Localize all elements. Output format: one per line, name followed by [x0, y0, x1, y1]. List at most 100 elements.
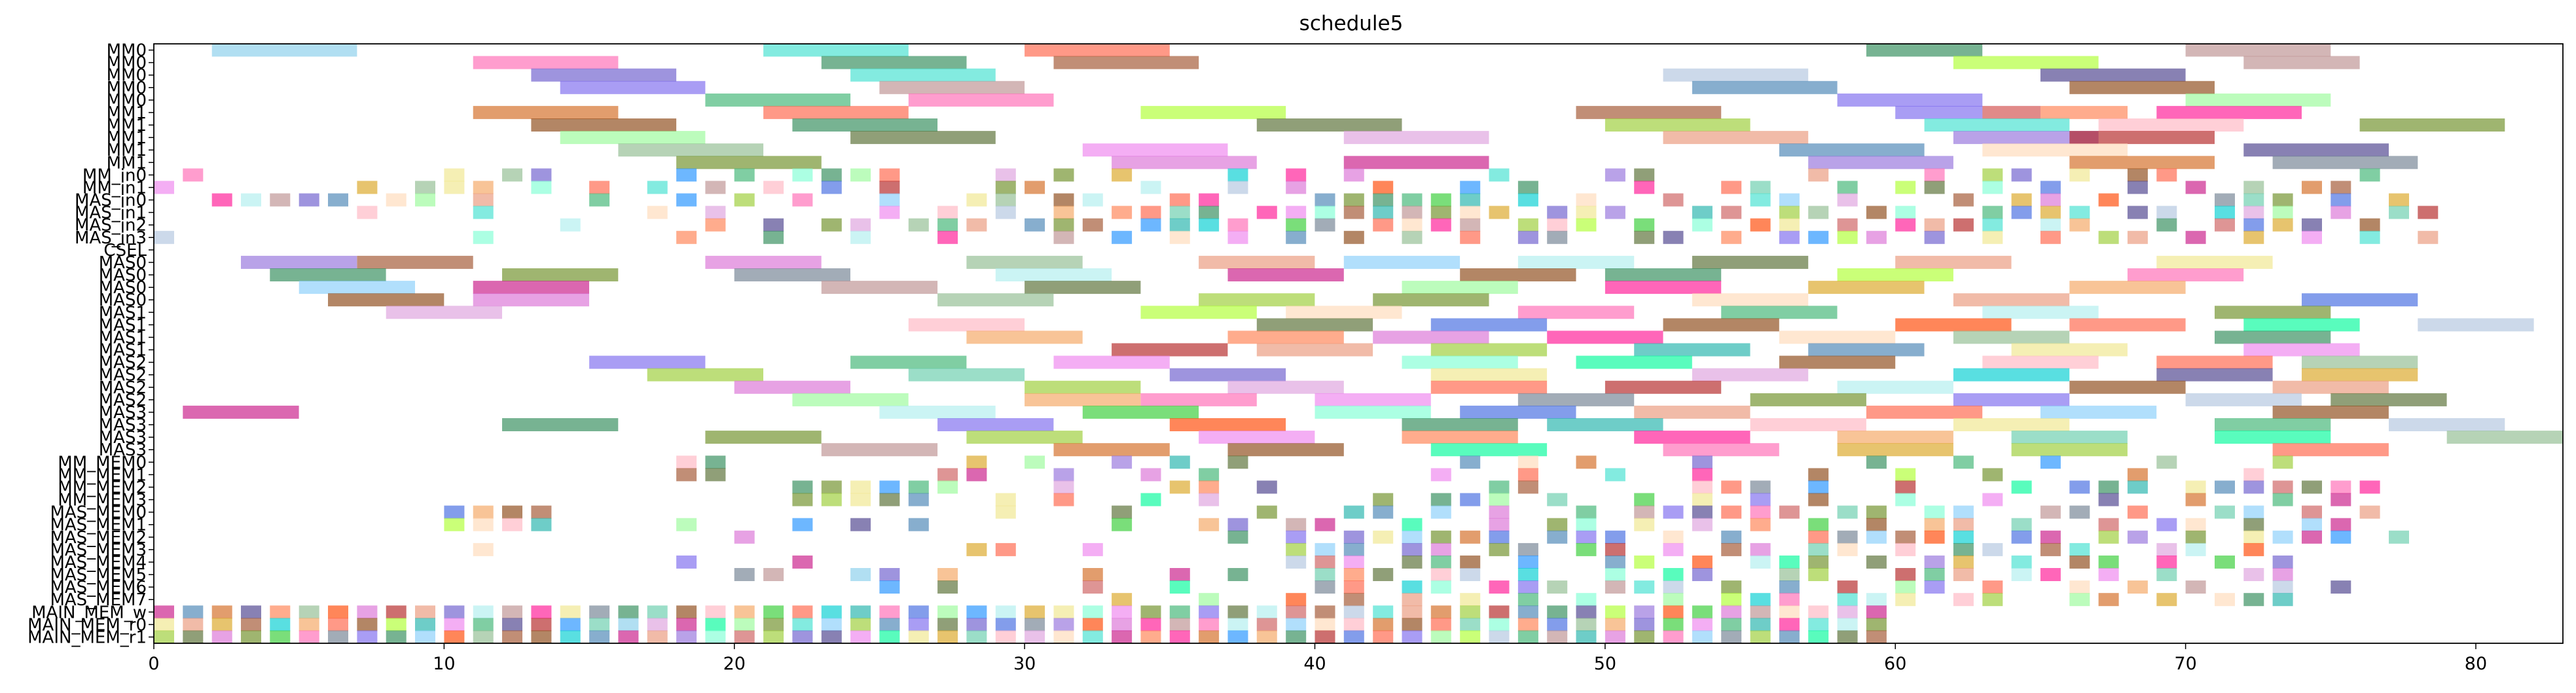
task-cell — [154, 630, 174, 644]
task-bar — [705, 255, 822, 269]
task-bar — [2215, 330, 2331, 344]
task-cell — [1489, 542, 1510, 556]
task-bar — [1779, 143, 1925, 157]
task-bar — [1169, 368, 1286, 382]
task-cell — [1343, 568, 1364, 581]
task-cell — [1199, 518, 1220, 531]
task-cell — [299, 193, 319, 207]
task-bar — [1373, 293, 1489, 307]
task-cell — [995, 168, 1016, 182]
task-cell — [647, 205, 668, 219]
task-cell — [2098, 530, 2119, 544]
task-cell — [1315, 555, 1335, 569]
task-cell — [1460, 230, 1481, 244]
x-tick-label: 40 — [1303, 654, 1326, 674]
task-cell — [2040, 505, 2061, 519]
task-cell — [2272, 480, 2293, 494]
task-cell — [589, 181, 610, 194]
task-cell — [1779, 568, 1800, 581]
task-cell — [1924, 505, 1945, 519]
task-cell — [270, 630, 291, 644]
task-cell — [1140, 205, 1161, 219]
task-bar — [1140, 393, 1257, 406]
task-cell — [1169, 568, 1190, 581]
task-bar — [1169, 418, 1286, 431]
task-cell — [270, 193, 291, 207]
task-cell — [879, 181, 900, 194]
task-cell — [1053, 193, 1074, 207]
task-cell — [2331, 480, 2351, 494]
task-cell — [444, 505, 465, 519]
task-bar — [1517, 306, 1635, 319]
y-tick-label: MAIN_MEM_r1 — [27, 628, 147, 647]
task-cell — [792, 193, 813, 207]
task-cell — [618, 630, 639, 644]
task-cell — [763, 568, 784, 581]
y-tick-label: MM_in0 — [82, 166, 147, 185]
task-cell — [1750, 218, 1771, 232]
task-bar — [211, 43, 357, 57]
task-cell — [2302, 505, 2322, 519]
task-cell — [444, 181, 465, 194]
task-cell — [2156, 542, 2177, 556]
task-cell — [966, 193, 987, 207]
task-cell — [1112, 168, 1133, 182]
task-cell — [937, 218, 958, 232]
task-cell — [1140, 493, 1161, 506]
task-cell — [1895, 593, 1916, 607]
task-cell — [2272, 580, 2293, 594]
task-cell — [1286, 168, 1307, 182]
task-bar — [618, 143, 764, 157]
task-cell — [1605, 630, 1625, 644]
task-cell — [1489, 530, 1510, 544]
task-cell — [473, 230, 494, 244]
task-cell — [1663, 618, 1684, 631]
task-cell — [444, 168, 465, 182]
task-cell — [1692, 555, 1713, 569]
task-cell — [1866, 230, 1887, 244]
task-cell — [2156, 168, 2177, 182]
task-bar — [2069, 380, 2186, 394]
task-bar — [1082, 405, 1199, 419]
task-cell — [705, 181, 726, 194]
task-cell — [560, 605, 581, 619]
task-cell — [1837, 605, 1858, 619]
task-cell — [560, 218, 581, 232]
task-bar — [879, 80, 1025, 94]
task-cell — [1895, 493, 1916, 506]
task-cell — [966, 218, 987, 232]
task-cell — [1315, 618, 1335, 631]
task-cell — [2011, 555, 2032, 569]
task-cell — [444, 518, 465, 531]
task-cell — [1634, 518, 1655, 531]
task-cell — [1343, 580, 1364, 594]
task-cell — [1663, 193, 1684, 207]
task-cell — [1256, 605, 1277, 619]
task-cell — [879, 205, 900, 219]
task-cell — [473, 630, 494, 644]
task-bar — [1112, 156, 1257, 169]
task-cell — [1402, 530, 1423, 544]
task-cell — [763, 618, 784, 631]
task-cell — [1982, 593, 2003, 607]
y-tick-label: MM0 — [107, 41, 147, 61]
task-cell — [473, 618, 494, 631]
task-cell — [734, 618, 755, 631]
y-tick-label: MM_MEM3 — [58, 491, 147, 510]
y-tick-label: MM_MEM2 — [58, 478, 147, 497]
task-cell — [1895, 480, 1916, 494]
task-cell — [1140, 181, 1161, 194]
y-tick-label: MAS0 — [99, 253, 147, 273]
task-bar — [502, 268, 619, 281]
task-cell — [2127, 505, 2148, 519]
task-cell — [1169, 455, 1190, 469]
task-cell — [1402, 542, 1423, 556]
task-cell — [1721, 480, 1742, 494]
task-cell — [2418, 205, 2439, 219]
task-cell — [1430, 555, 1451, 569]
task-cell — [2418, 230, 2439, 244]
task-cell — [1373, 630, 1394, 644]
task-bar — [1053, 355, 1170, 369]
task-cell — [1460, 218, 1481, 232]
task-bar — [1779, 330, 1896, 344]
